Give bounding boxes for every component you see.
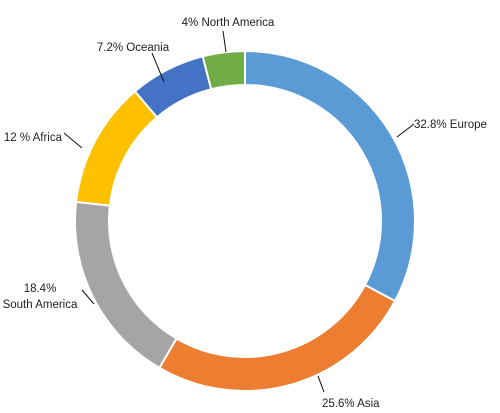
data-label-oceania: 7.2% Oceania	[97, 42, 170, 54]
slice-south-america	[74, 200, 178, 370]
slice-asia	[158, 283, 397, 392]
data-label-europe: 32.8% Europe	[414, 119, 487, 131]
data-label-south-america: 18.4% South America	[3, 283, 78, 311]
leader-line-europe	[396, 123, 415, 138]
data-label-africa: 12 % Africa	[4, 132, 63, 144]
leader-line-south-america	[81, 289, 95, 305]
leader-line-africa	[63, 132, 83, 149]
leader-line-asia	[317, 375, 325, 393]
data-labels: 32.8% Europe 25.6% Asia 18.4% South America…	[3, 17, 487, 410]
slice-africa	[74, 89, 159, 207]
leader-line-oceania	[151, 52, 165, 83]
slice-north-america	[201, 49, 246, 91]
slice-europe	[244, 49, 416, 303]
data-label-north-america: 4% North America	[182, 17, 275, 29]
leader-line-north-america	[222, 30, 227, 53]
data-label-asia: 25.6% Asia	[322, 398, 380, 410]
donut-slices	[74, 49, 416, 392]
